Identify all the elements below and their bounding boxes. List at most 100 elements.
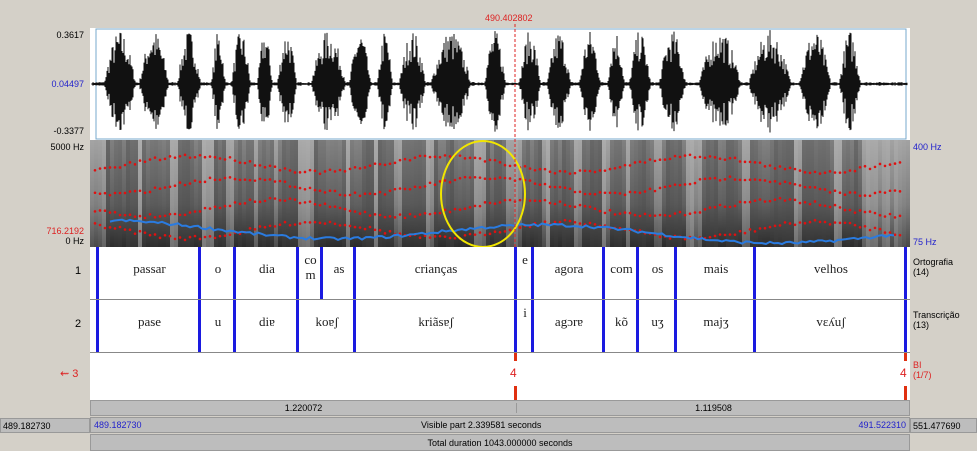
interval-label[interactable]: com <box>606 261 637 276</box>
formant-dot <box>734 157 737 160</box>
formant-dot <box>764 200 767 203</box>
formant-dot <box>564 186 567 189</box>
interval-label[interactable]: velhos <box>757 261 905 276</box>
formant-dot <box>259 164 262 167</box>
formant-dot <box>554 172 557 175</box>
window-end[interactable]: 551.477690 <box>910 418 977 433</box>
point-label: 4 <box>510 366 517 380</box>
formant-dot <box>394 188 397 191</box>
formant-dot <box>314 189 317 192</box>
tier-number[interactable]: ⇜ 3 <box>60 367 78 380</box>
formant-dot <box>579 222 582 225</box>
spectral-slice <box>774 140 778 247</box>
interval-label[interactable]: i <box>518 305 532 320</box>
formant-dot <box>294 223 297 226</box>
window-start[interactable]: 489.182730 <box>0 418 90 433</box>
formant-dot <box>494 230 497 233</box>
spectral-slice <box>906 140 910 247</box>
formant-dot <box>159 187 162 190</box>
formant-dot <box>404 216 407 219</box>
formant-dot <box>724 205 727 208</box>
formant-dot <box>234 159 237 162</box>
interval-label[interactable]: dia <box>237 261 297 276</box>
visible-bar[interactable]: 489.182730 Visible part 2.339581 seconds… <box>90 417 910 433</box>
interval-label[interactable]: agora <box>535 261 603 276</box>
interval-label[interactable]: mais <box>678 261 754 276</box>
formant-dot <box>894 162 897 165</box>
interval-label[interactable]: passar <box>100 261 199 276</box>
formant-dot <box>169 213 172 216</box>
formant-dot <box>854 191 857 194</box>
formant-dot <box>169 235 172 238</box>
formant-dot <box>119 214 122 217</box>
formant-dot <box>119 226 122 229</box>
formant-dot <box>404 158 407 161</box>
formant-dot <box>284 221 287 224</box>
interval-label[interactable]: co m <box>300 252 321 282</box>
formant-dot <box>99 224 102 227</box>
formant-dot <box>649 188 652 191</box>
formant-dot <box>429 213 432 216</box>
formant-dot <box>109 194 112 197</box>
formant-dot <box>489 159 492 162</box>
interval-label[interactable]: o <box>202 261 234 276</box>
total-bar[interactable]: Total duration 1043.000000 seconds <box>90 434 910 451</box>
interval-label[interactable]: majʒ <box>678 314 754 329</box>
formant-dot <box>534 199 537 202</box>
interval-label[interactable]: kriãsɐʃ <box>357 314 515 329</box>
interval-label[interactable]: pase <box>100 314 199 329</box>
interval-label[interactable]: kõ <box>606 314 637 329</box>
formant-dot <box>554 203 557 206</box>
formant-dot <box>529 167 532 170</box>
formant-dot <box>569 172 572 175</box>
formant-dot <box>899 161 902 164</box>
interval-label[interactable]: os <box>640 261 675 276</box>
formant-dot <box>774 167 777 170</box>
formant-dot <box>854 170 857 173</box>
formant-dot <box>379 191 382 194</box>
formant-dot <box>364 228 367 231</box>
formant-dot <box>474 205 477 208</box>
formant-dot <box>794 183 797 186</box>
interval-label[interactable]: crianças <box>357 261 515 276</box>
interval-label[interactable]: as <box>324 261 354 276</box>
formant-dot <box>614 167 617 170</box>
formant-dot <box>519 199 522 202</box>
formant-dot <box>784 221 787 224</box>
interval-label[interactable]: vɛʎuʃ <box>757 314 905 329</box>
interval-label[interactable]: u <box>202 314 234 329</box>
formant-dot <box>764 227 767 230</box>
formant-dot <box>109 211 112 214</box>
spectral-slice <box>298 140 302 247</box>
formant-dot <box>899 215 902 218</box>
interval-label[interactable]: koɐʃ <box>300 314 354 329</box>
formant-dot <box>369 226 372 229</box>
formant-dot <box>309 169 312 172</box>
interval-label[interactable]: agɔrɐ <box>535 314 603 329</box>
formant-dot <box>104 227 107 230</box>
formant-dot <box>604 212 607 215</box>
formant-dot <box>859 226 862 229</box>
formant-dot <box>469 206 472 209</box>
duration-left[interactable]: 1.220072 <box>91 403 517 413</box>
interval-label[interactable]: diɐ <box>237 314 297 329</box>
formant-dot <box>639 160 642 163</box>
formant-dot <box>409 213 412 216</box>
interval-label[interactable]: uʒ <box>640 314 675 329</box>
spectral-slice <box>770 140 774 247</box>
formant-dot <box>669 237 672 240</box>
formant-dot <box>699 211 702 214</box>
formant-dot <box>324 170 327 173</box>
duration-bar: 1.220072 1.119508 <box>90 400 910 416</box>
formant-dot <box>289 185 292 188</box>
spectral-slice <box>734 140 738 247</box>
interval-label[interactable]: e <box>518 252 532 267</box>
formant-dot <box>699 156 702 159</box>
formant-dot <box>634 214 637 217</box>
formant-dot <box>714 235 717 238</box>
spectral-slice <box>486 140 490 247</box>
duration-right[interactable]: 1.119508 <box>516 403 911 413</box>
